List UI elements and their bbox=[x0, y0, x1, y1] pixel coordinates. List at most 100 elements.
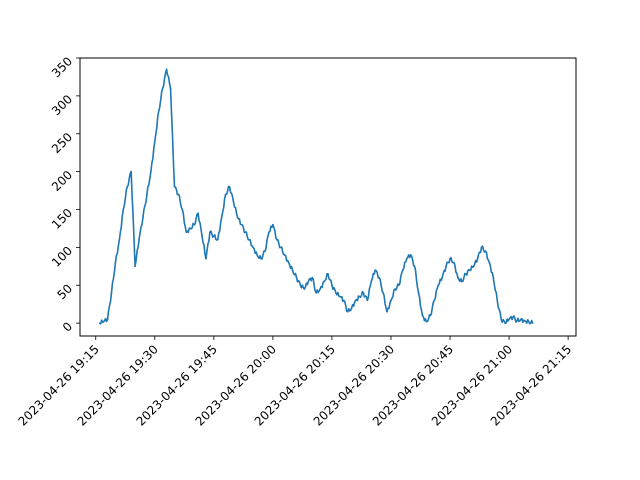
data-point bbox=[295, 276, 298, 279]
data-point bbox=[339, 295, 341, 298]
data-point bbox=[512, 316, 514, 318]
data-point bbox=[307, 280, 310, 283]
data-point bbox=[331, 284, 333, 287]
data-point bbox=[114, 261, 117, 264]
data-point bbox=[283, 254, 286, 256]
data-point bbox=[417, 292, 420, 294]
data-point bbox=[464, 273, 467, 275]
data-point bbox=[401, 269, 404, 271]
data-point bbox=[173, 185, 176, 188]
data-point bbox=[453, 261, 455, 264]
data-point bbox=[476, 257, 479, 260]
data-point bbox=[209, 231, 211, 234]
data-point bbox=[279, 246, 282, 249]
plot-area-frame bbox=[79, 57, 577, 337]
data-point bbox=[142, 216, 144, 218]
data-point bbox=[386, 310, 388, 313]
data-point bbox=[264, 250, 266, 252]
data-point bbox=[500, 318, 503, 321]
data-point bbox=[527, 320, 530, 323]
data-point bbox=[335, 292, 337, 294]
data-point bbox=[165, 68, 168, 71]
data-point bbox=[260, 257, 262, 260]
data-point bbox=[272, 223, 274, 226]
data-point bbox=[449, 257, 451, 260]
data-point bbox=[319, 288, 321, 290]
data-point bbox=[150, 170, 152, 173]
data-point bbox=[134, 265, 136, 268]
data-point bbox=[181, 208, 184, 211]
data-point bbox=[110, 292, 113, 294]
data-point bbox=[480, 246, 483, 249]
data-point bbox=[457, 276, 459, 279]
data-point bbox=[106, 318, 109, 321]
data-point bbox=[315, 292, 317, 294]
data-point bbox=[157, 110, 160, 112]
data-point bbox=[248, 239, 251, 241]
data-point bbox=[409, 254, 412, 256]
data-point bbox=[354, 299, 357, 302]
data-point bbox=[118, 239, 121, 241]
data-point bbox=[98, 322, 101, 324]
data-point bbox=[126, 185, 129, 188]
data-point bbox=[390, 299, 392, 302]
data-point bbox=[496, 299, 499, 302]
data-point bbox=[323, 280, 325, 283]
data-point bbox=[508, 318, 510, 321]
data-point bbox=[185, 231, 188, 234]
data-point bbox=[201, 235, 203, 237]
data-point bbox=[468, 269, 471, 271]
data-point bbox=[382, 292, 384, 294]
data-point bbox=[327, 273, 329, 275]
data-point bbox=[138, 239, 140, 241]
data-point bbox=[244, 231, 247, 234]
data-point bbox=[224, 193, 227, 196]
data-point bbox=[311, 276, 314, 279]
data-point bbox=[370, 280, 373, 283]
data-point bbox=[429, 314, 432, 317]
data-point bbox=[378, 276, 380, 279]
data-point bbox=[488, 261, 491, 264]
data-point bbox=[169, 87, 172, 90]
data-point bbox=[358, 295, 361, 298]
data-point bbox=[287, 261, 290, 264]
data-point bbox=[504, 322, 506, 324]
data-point bbox=[484, 250, 487, 252]
data-point bbox=[236, 216, 239, 218]
data-point bbox=[161, 87, 164, 90]
data-point bbox=[394, 288, 396, 290]
data-point bbox=[425, 320, 428, 323]
data-point bbox=[122, 208, 125, 211]
data-point bbox=[240, 223, 243, 226]
data-point bbox=[472, 265, 475, 268]
data-point bbox=[268, 231, 270, 234]
data-point bbox=[291, 269, 294, 271]
data-point bbox=[130, 170, 132, 173]
data-point bbox=[177, 193, 180, 196]
data-point bbox=[413, 265, 416, 268]
data-point bbox=[197, 212, 199, 215]
data-point bbox=[398, 284, 400, 287]
data-point bbox=[276, 239, 278, 241]
data-point bbox=[153, 140, 156, 143]
data-point bbox=[303, 288, 306, 290]
data-point bbox=[441, 276, 443, 279]
data-point bbox=[524, 320, 526, 322]
data-point bbox=[461, 280, 463, 283]
data-point bbox=[531, 322, 534, 324]
data-point bbox=[228, 185, 231, 188]
data-point bbox=[216, 239, 219, 241]
data-point bbox=[350, 307, 353, 309]
data-point bbox=[346, 310, 349, 313]
data-point bbox=[299, 284, 302, 287]
data-point bbox=[421, 314, 424, 317]
data-point bbox=[232, 201, 235, 203]
data-point bbox=[213, 235, 215, 237]
data-point bbox=[445, 265, 447, 268]
data-point bbox=[433, 299, 436, 302]
data-point bbox=[520, 318, 522, 321]
data-point bbox=[342, 299, 345, 302]
data-point bbox=[374, 269, 377, 271]
